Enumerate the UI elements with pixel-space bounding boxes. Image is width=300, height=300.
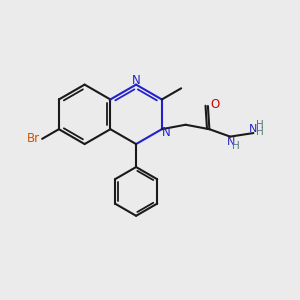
Text: H: H: [256, 120, 264, 130]
Text: Br: Br: [27, 132, 40, 146]
Text: N: N: [132, 74, 141, 87]
Text: O: O: [211, 98, 220, 111]
Text: N: N: [162, 126, 170, 139]
Text: H: H: [232, 140, 240, 151]
Text: N: N: [249, 124, 257, 134]
Text: N: N: [227, 137, 235, 147]
Text: H: H: [256, 128, 264, 137]
